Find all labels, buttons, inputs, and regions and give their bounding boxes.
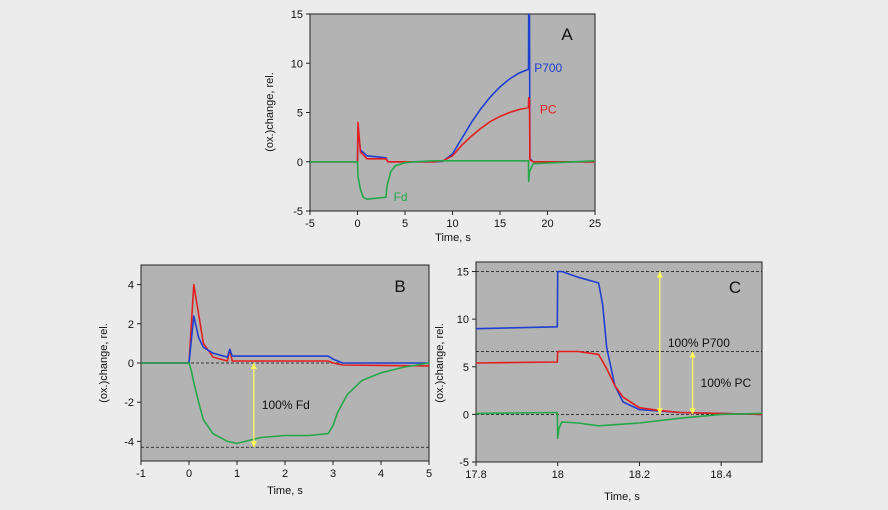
x-tick-label: 25 <box>589 218 601 230</box>
x-tick-label: 3 <box>330 468 336 480</box>
y-tick-label: -5 <box>459 457 469 469</box>
series-line-p700 <box>310 13 595 163</box>
series-label: Fd <box>394 190 408 204</box>
x-tick-label: -5 <box>305 218 315 230</box>
x-tick-label: 1 <box>234 468 240 480</box>
y-tick-label: 0 <box>128 358 134 370</box>
y-axis-label: (ox.)change, rel. <box>434 323 446 402</box>
series-line-pc <box>310 96 595 163</box>
arrow-label: 100% Fd <box>262 398 310 412</box>
x-tick-label: -1 <box>136 468 146 480</box>
x-tick-label: 18.2 <box>629 469 650 481</box>
series-label: PC <box>540 103 557 117</box>
series-line-p700 <box>141 315 429 364</box>
arrow-label: 100% P700 <box>668 336 730 350</box>
x-tick-label: 18 <box>552 469 564 481</box>
y-tick-label: 2 <box>128 319 134 331</box>
y-tick-label: 4 <box>128 280 134 292</box>
panel-a: -5 0 5 10 15 20 25 -5 0 5 10 15 P700 PC Fd Time, s (o… <box>264 9 601 244</box>
y-tick-label: -5 <box>293 206 303 218</box>
y-tick-label: -4 <box>124 436 134 448</box>
panel-label: A <box>561 25 573 44</box>
arrow-head <box>250 441 257 448</box>
series-line-fd <box>141 362 430 445</box>
series-line-pc <box>475 350 763 416</box>
x-tick-label: 5 <box>426 468 432 480</box>
x-tick-label: 18.4 <box>710 469 731 481</box>
y-tick-label: 10 <box>291 58 303 70</box>
series-label: P700 <box>534 61 562 75</box>
y-tick-label: 0 <box>463 409 469 421</box>
y-axis-label: (ox.)change, rel. <box>264 72 276 151</box>
y-tick-label: 5 <box>297 108 303 120</box>
x-axis-label: Time, s <box>435 232 471 244</box>
x-tick-label: 17.8 <box>465 469 486 481</box>
x-axis-label: Time, s <box>267 485 303 497</box>
x-tick-label: 0 <box>186 468 192 480</box>
series-line-fd <box>310 160 596 200</box>
y-tick-label: 10 <box>457 314 469 326</box>
y-tick-label: -2 <box>124 397 134 409</box>
arrow-label: 100% PC <box>701 376 752 390</box>
y-tick-label: 15 <box>457 267 469 279</box>
x-tick-label: 20 <box>541 218 553 230</box>
x-tick-label: 15 <box>494 218 506 230</box>
y-axis-label: (ox.)change, rel. <box>98 323 110 402</box>
arrow-head <box>656 271 663 278</box>
series-line-fd <box>475 411 763 440</box>
x-tick-label: 0 <box>354 218 360 230</box>
panel-label: B <box>394 277 405 296</box>
x-tick-label: 10 <box>446 218 458 230</box>
arrow-head <box>689 408 696 415</box>
y-tick-label: 0 <box>297 157 303 169</box>
x-tick-label: 5 <box>402 218 408 230</box>
panel-label: C <box>729 278 741 297</box>
x-axis-label: Time, s <box>604 491 640 503</box>
y-tick-label: 15 <box>291 9 303 21</box>
x-tick-label: 4 <box>378 468 384 480</box>
y-tick-label: 5 <box>463 362 469 374</box>
arrow-head <box>250 363 257 369</box>
arrow-head <box>656 408 663 415</box>
x-tick-label: 2 <box>282 468 288 480</box>
panel-b: -1 0 1 2 3 4 5 -4 -2 0 2 4 100% Fd Time, s (ox.)cha… <box>98 264 432 497</box>
series-line-p700 <box>475 270 763 416</box>
arrow-head <box>689 351 696 358</box>
